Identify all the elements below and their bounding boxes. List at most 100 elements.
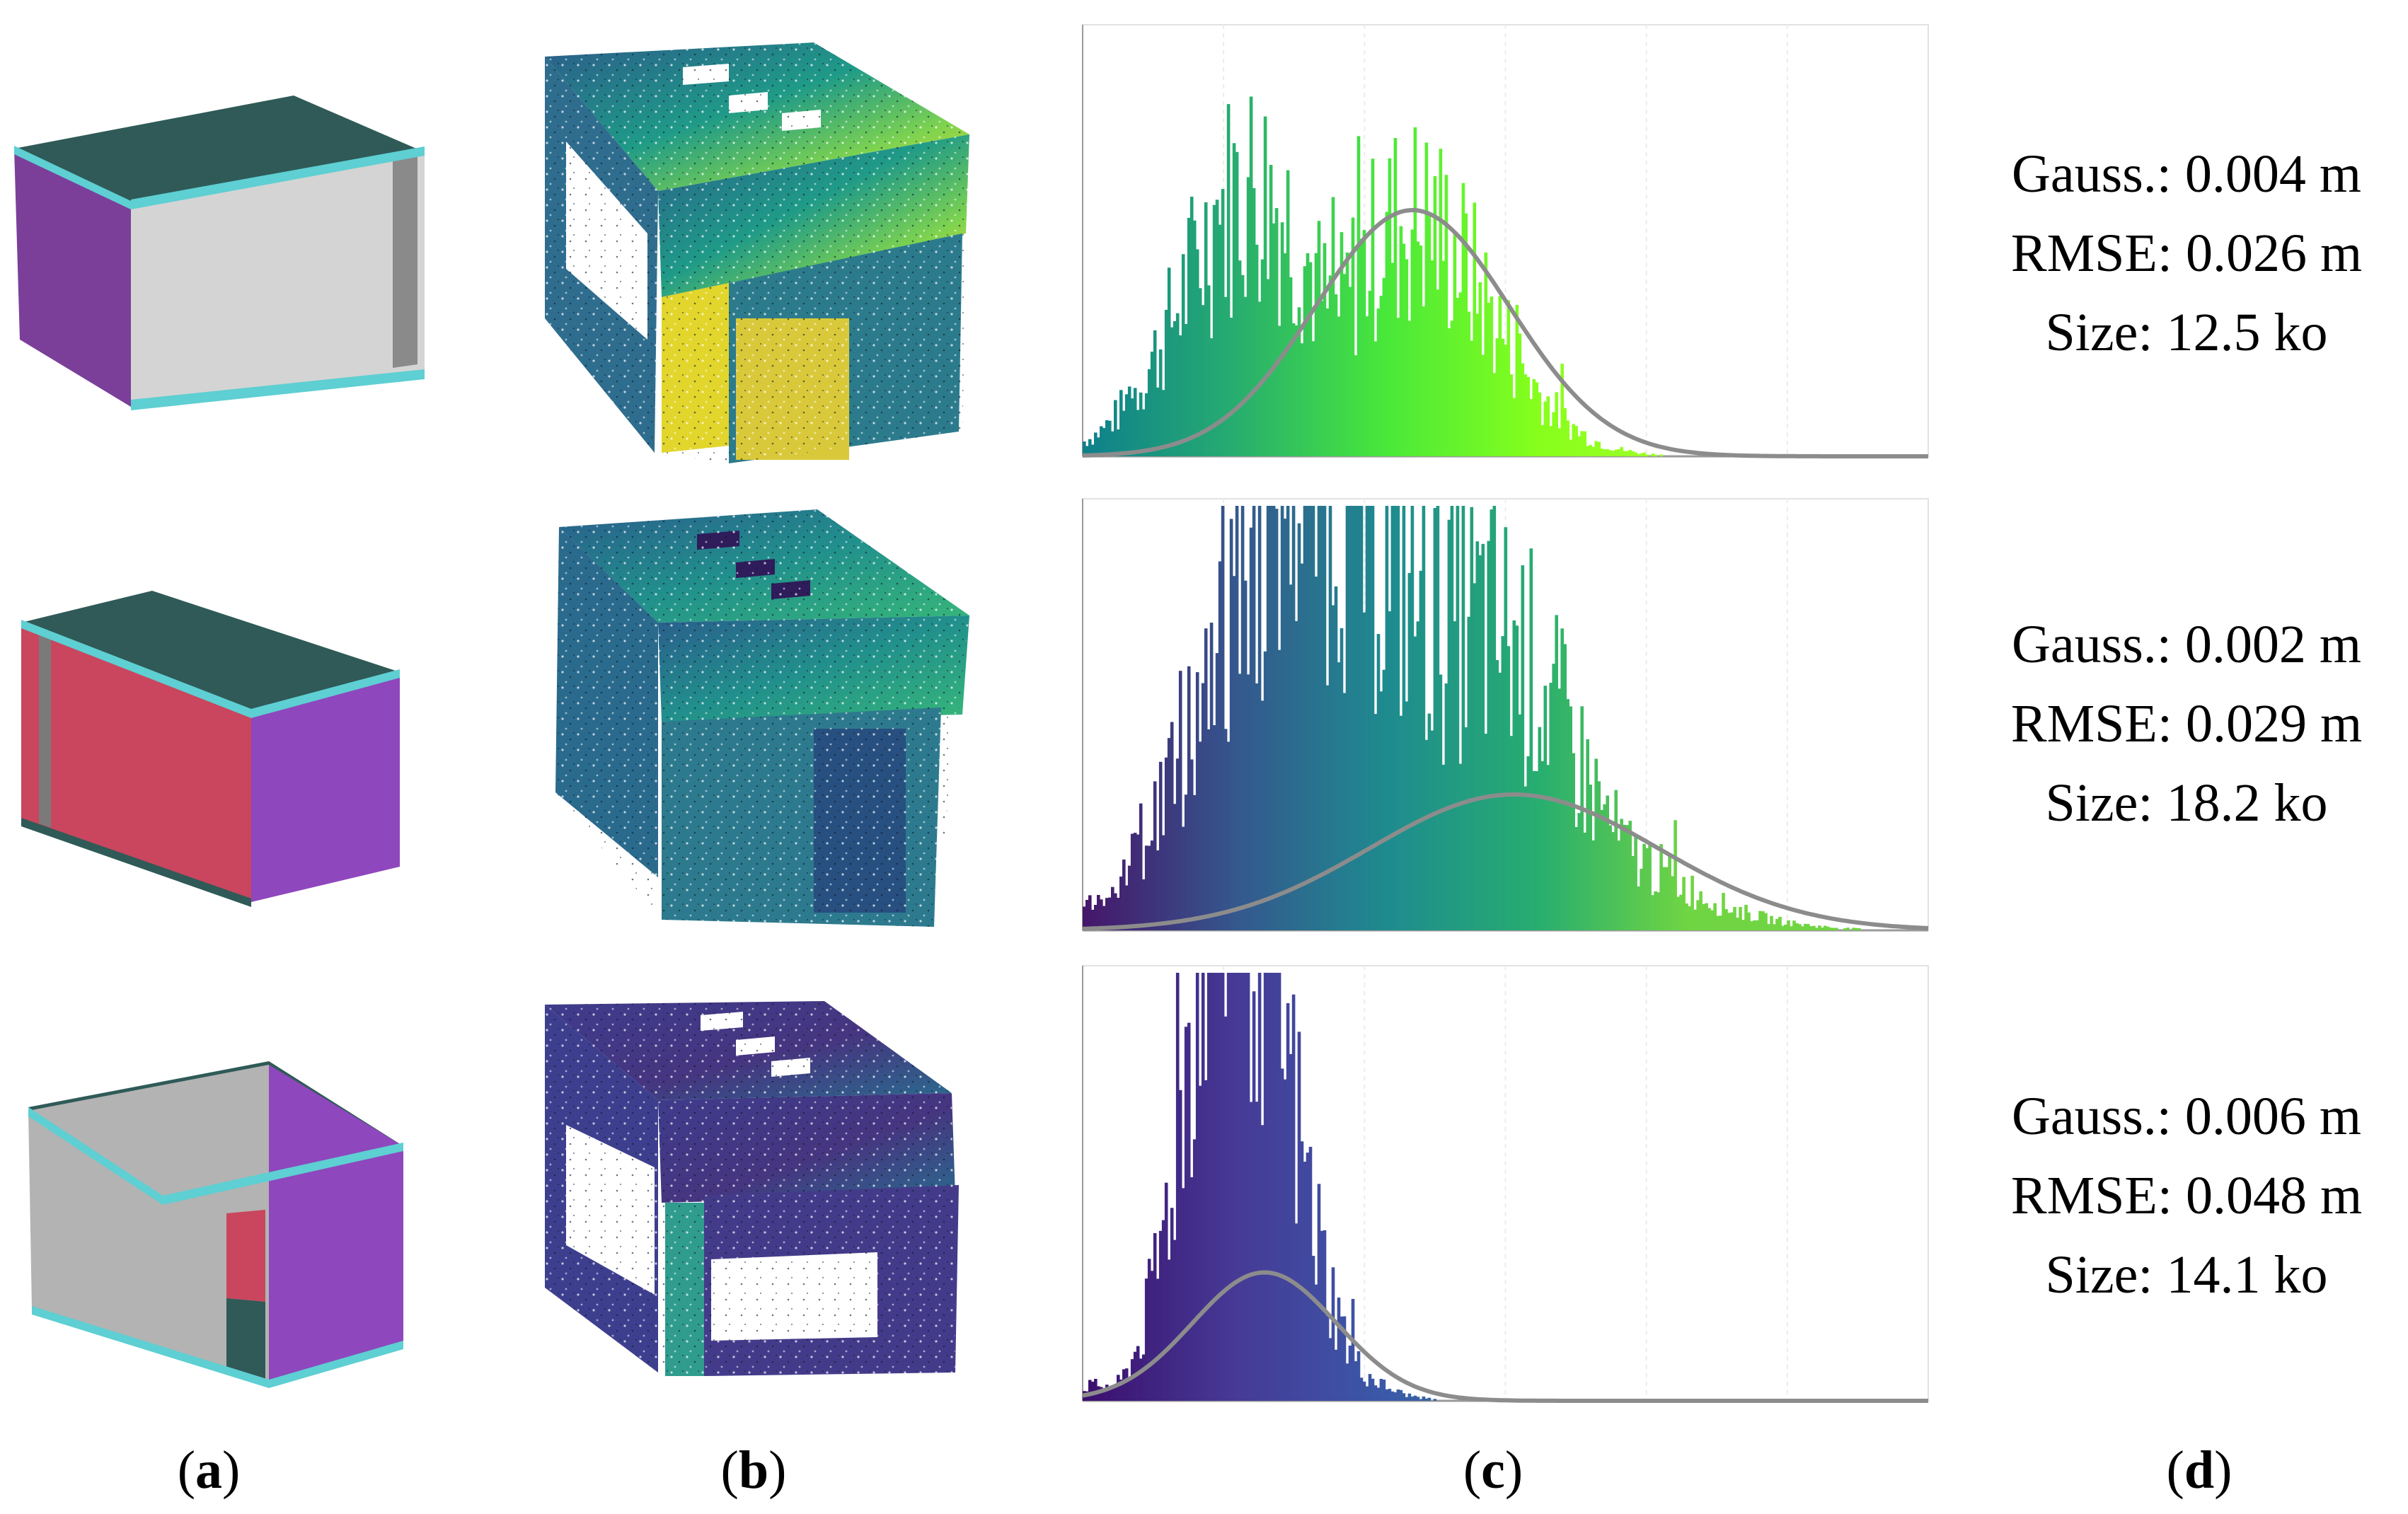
histogram-bar (1323, 243, 1327, 456)
histogram-bar (1147, 369, 1151, 456)
histogram-bar (1291, 994, 1296, 1401)
histogram-bar (1450, 506, 1454, 930)
histogram-bar (1447, 328, 1451, 456)
cad-window (226, 1210, 265, 1302)
histogram-bar (1535, 382, 1539, 456)
histogram-bar (1572, 424, 1575, 456)
histogram-bar (1359, 506, 1364, 930)
histogram-bar (1325, 308, 1330, 456)
histogram-bar (1252, 506, 1256, 930)
histogram-bar (1192, 220, 1197, 456)
histogram-bar (1306, 1152, 1310, 1401)
histogram-bar (1393, 1392, 1398, 1401)
histogram-bar (1775, 918, 1779, 930)
histogram-bar (1311, 506, 1315, 930)
histogram-bar (1156, 850, 1160, 930)
histogram-bar (1538, 392, 1542, 456)
histogram-bar (1314, 1284, 1318, 1401)
histogram-bar (1356, 1351, 1361, 1401)
histogram-bar (1439, 674, 1443, 930)
histogram-bar (1424, 739, 1429, 930)
histogram-bar (1591, 840, 1595, 930)
histogram-bar (1574, 827, 1578, 930)
histogram-bar (1371, 1378, 1375, 1401)
histogram-bar (1637, 886, 1640, 930)
histogram-bar (1184, 794, 1188, 930)
histogram-bar (1189, 1177, 1194, 1401)
histogram-bar (1637, 453, 1640, 456)
histogram-bar (1747, 912, 1751, 930)
histogram-bar (1407, 572, 1412, 930)
histogram-bar (1659, 454, 1663, 456)
histogram-bar (1484, 252, 1488, 456)
histogram-bar (1144, 1278, 1148, 1401)
cad-side-face (14, 149, 131, 407)
histogram-bar (1249, 1102, 1253, 1401)
histogram-bar (1473, 202, 1477, 456)
histogram-bar (1255, 1102, 1259, 1401)
cad-end-strip (393, 155, 417, 368)
histogram-bar (1232, 143, 1236, 457)
histogram-bar (1286, 170, 1290, 456)
stats-row2: Gauss.: 0.002 m RMSE: 0.029 m Size: 18.2… (1974, 605, 2399, 843)
histogram-bar (1623, 451, 1626, 456)
histogram-bar (1083, 441, 1086, 456)
size-value: Size: 18.2 ko (2045, 773, 2328, 833)
histogram-bar (1784, 924, 1787, 930)
histogram-bar (1829, 928, 1833, 930)
histogram-bar (1396, 1389, 1400, 1401)
histogram-bar (1136, 410, 1140, 456)
histogram-bar (1139, 1358, 1143, 1401)
histogram-bar (1447, 519, 1451, 930)
histogram-bar (1141, 409, 1146, 456)
histogram-bar (1441, 764, 1446, 930)
histogram-bar (1608, 825, 1612, 930)
histogram-bar (1173, 320, 1177, 456)
histogram-bar (1328, 1338, 1332, 1401)
histogram-bar (1150, 840, 1154, 930)
histogram-bar (1555, 392, 1558, 456)
histogram-bar (1156, 1278, 1160, 1401)
histogram-bar (1359, 238, 1364, 456)
histogram-bar (1467, 616, 1471, 930)
histogram-bar (1337, 662, 1341, 930)
histogram-bar (1122, 859, 1126, 930)
histogram-bar (1430, 260, 1434, 456)
histogram-bar (1532, 378, 1536, 456)
histogram-bar (1226, 741, 1231, 930)
histogram-bar (1501, 636, 1505, 930)
histogram-bar (1563, 644, 1567, 930)
histogram-bar (1328, 506, 1332, 930)
cloud-speckle (545, 1001, 955, 1376)
histogram-bar (1736, 918, 1739, 930)
histogram-bar (1198, 741, 1202, 930)
histogram-bar (1826, 926, 1830, 930)
histogram-bar (1566, 420, 1569, 456)
histogram-bar (1348, 287, 1352, 456)
histogram-bar (1280, 1068, 1284, 1401)
histogram-bar (1266, 506, 1270, 930)
histogram-bar (1127, 1379, 1131, 1401)
histogram-bar (1161, 1220, 1165, 1401)
histogram-bar (1263, 116, 1267, 456)
histogram-bar (1812, 925, 1816, 930)
cad-model-row1 (14, 96, 425, 410)
histogram-bar (1122, 410, 1126, 456)
histogram-bar (1741, 920, 1745, 930)
histogram-bar (1153, 330, 1157, 456)
histogram-bar (1368, 506, 1372, 930)
histogram-bar (1269, 506, 1273, 930)
histogram-bar (1111, 1388, 1114, 1401)
histogram-bar (1294, 1223, 1298, 1401)
histogram-bar (1498, 672, 1502, 930)
histogram-bar (1291, 506, 1296, 930)
histogram-bar (1640, 869, 1643, 930)
histogram-bar (1566, 699, 1569, 930)
cad-edge-front (28, 1107, 403, 1205)
histogram-bar (1192, 794, 1197, 930)
histogram-bar (1232, 576, 1236, 930)
cad-edge-top (21, 620, 400, 718)
histogram-bar (1795, 923, 1799, 930)
histogram-bar (1809, 926, 1813, 930)
histogram-bar (1303, 1162, 1307, 1401)
